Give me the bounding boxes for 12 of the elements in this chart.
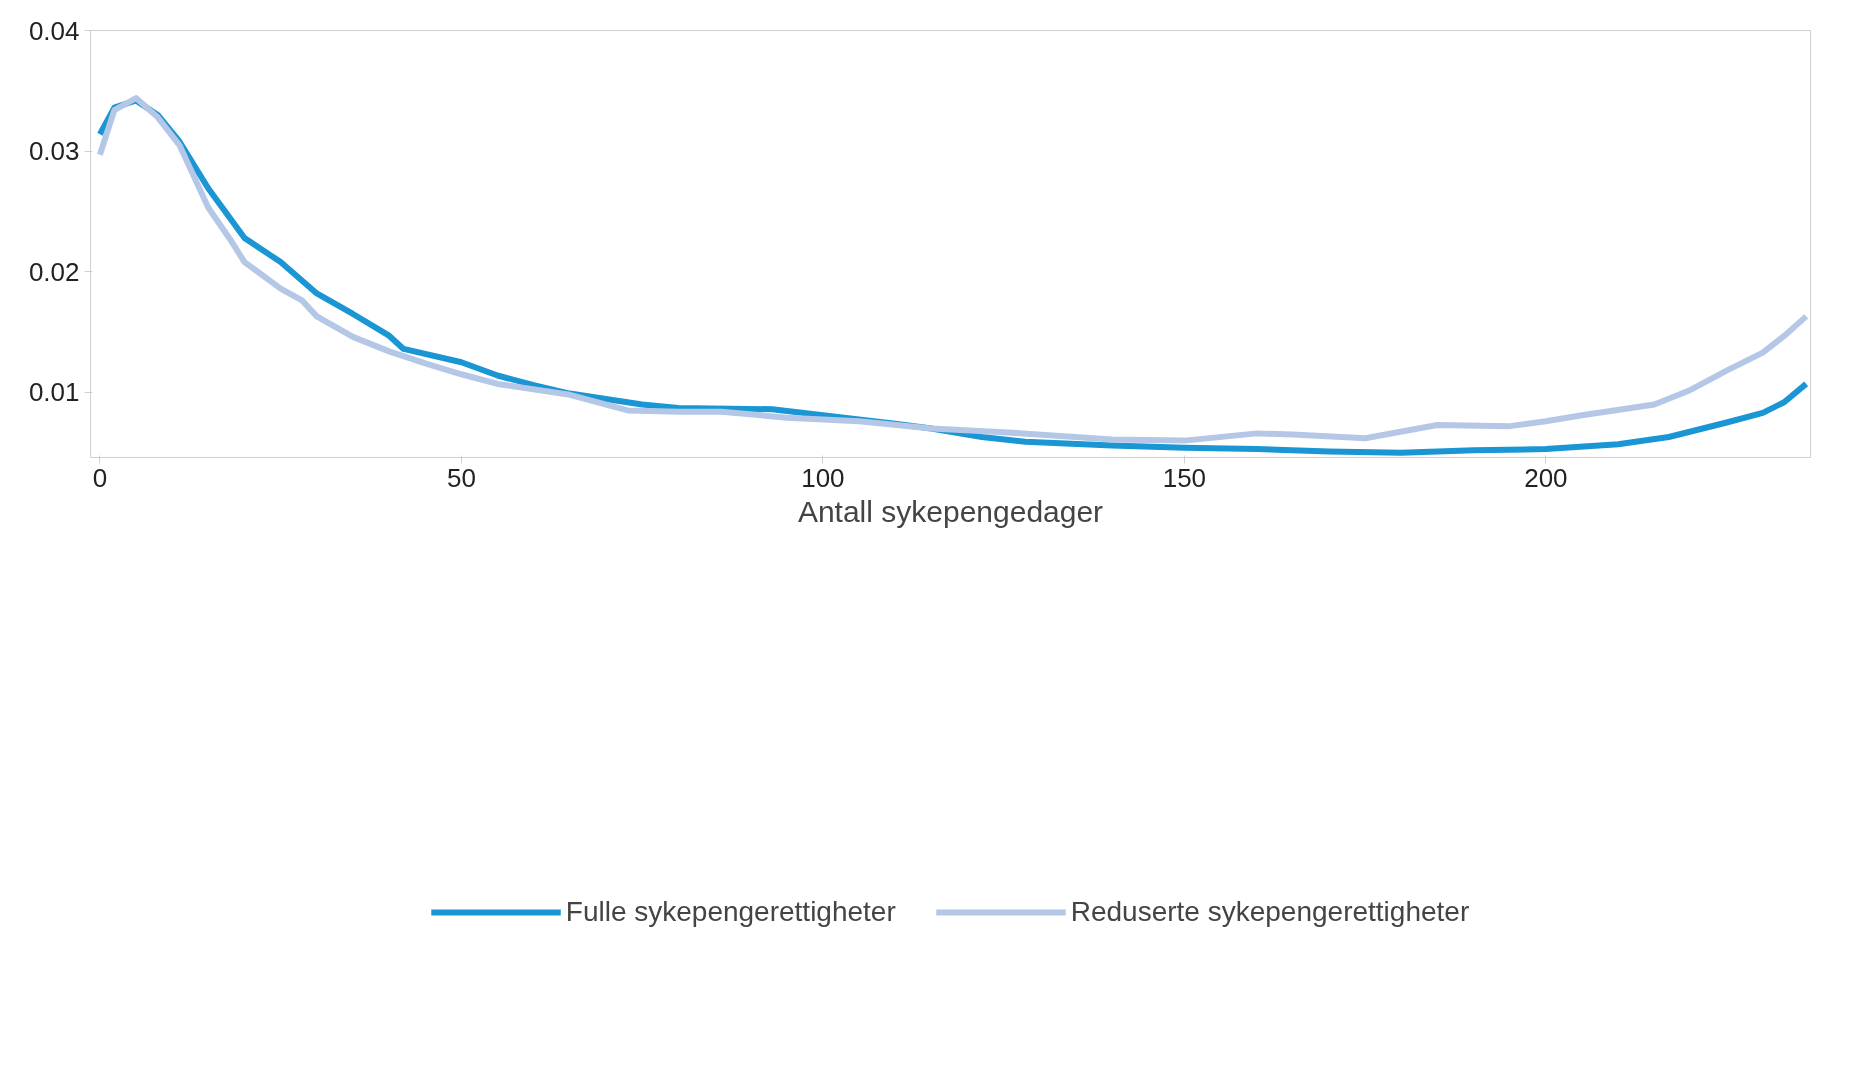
y-tick-label: 0.02 bbox=[28, 256, 80, 287]
x-tick-label: 50 bbox=[446, 462, 476, 493]
y-tick-label: 0.01 bbox=[28, 377, 80, 408]
y-tick-label: 0.04 bbox=[28, 15, 80, 46]
x-tick-label: 0 bbox=[92, 462, 108, 493]
legend-label: Fulle sykepengerettigheter bbox=[565, 896, 896, 928]
y-tick-label: 0.03 bbox=[28, 136, 80, 167]
x-tick-label: 150 bbox=[1162, 462, 1207, 493]
legend-label: Reduserte sykepengerettigheter bbox=[1070, 896, 1470, 928]
x-tick-label: 200 bbox=[1524, 462, 1568, 493]
x-axis-title: Antall sykepengedager bbox=[797, 494, 1104, 528]
x-tick-label: 100 bbox=[801, 462, 845, 493]
